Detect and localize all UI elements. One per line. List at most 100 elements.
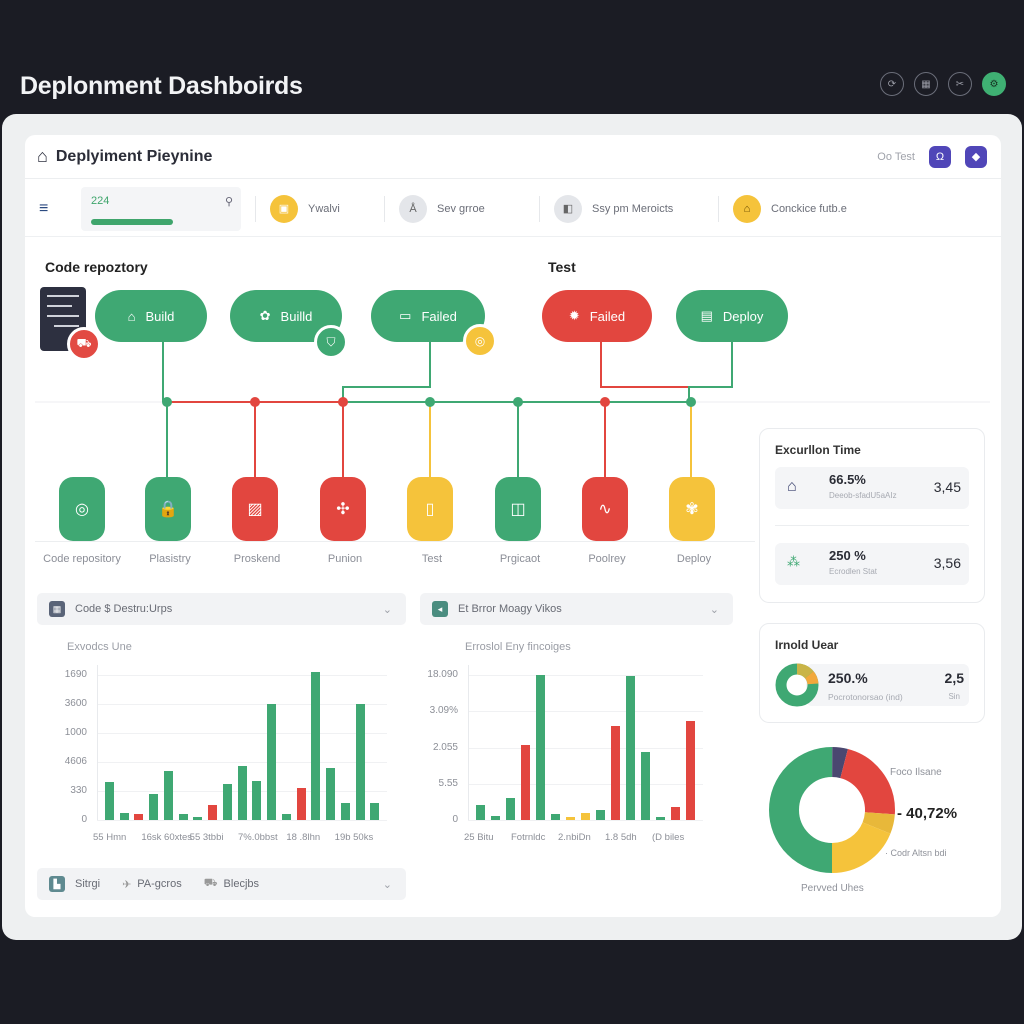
grid-icon[interactable]: ▦ <box>914 72 938 96</box>
cart-icon: ⛟ <box>203 877 218 889</box>
y-tick-label: 3600 <box>64 698 87 709</box>
tools-icon[interactable]: ✂ <box>948 72 972 96</box>
tab-pagcros[interactable]: PA-gcros <box>137 878 182 890</box>
donut-slice[interactable] <box>769 747 895 873</box>
chart-bar[interactable] <box>626 676 635 820</box>
node-label: Proskend <box>233 553 281 565</box>
chart-bar[interactable] <box>581 812 590 820</box>
chart-bar[interactable] <box>208 805 218 820</box>
chart-bar[interactable] <box>611 725 620 820</box>
chart-bar[interactable] <box>296 788 306 820</box>
chart-bar[interactable] <box>566 817 575 820</box>
pin-button[interactable]: ◆ <box>965 145 987 168</box>
chart-bar[interactable] <box>491 815 500 820</box>
node-code-repository[interactable]: ◎ <box>59 477 105 541</box>
pill-label: Failed <box>421 308 457 324</box>
refresh-icon[interactable]: ⟳ <box>880 72 904 96</box>
chevron-down-icon[interactable]: ⌄ <box>382 878 392 891</box>
node-punion[interactable]: ✣ <box>320 477 366 541</box>
toolbar-item-4[interactable]: ⌂ Conckice futb.e <box>733 194 847 223</box>
chart-bar[interactable] <box>134 814 144 820</box>
copy-icon: ◧ <box>554 194 582 223</box>
badge-icon: ◎ <box>463 324 497 358</box>
chart-bar[interactable] <box>536 674 545 820</box>
error-messages-accordion[interactable]: ◂ Et Brror Moagy Vikos ⌄ <box>420 593 733 625</box>
donut-slice[interactable] <box>769 747 895 873</box>
metric-row[interactable]: ⌂ 66.5% Deeob-sfadU5aAIz 3,45 <box>775 467 969 509</box>
node-plasistry[interactable]: 🔒 <box>145 477 191 541</box>
toolbar-item-label: Sev grroe <box>437 202 485 215</box>
chart-bar[interactable] <box>252 780 262 820</box>
progress-bar <box>91 218 173 225</box>
chart-bar[interactable] <box>326 767 336 820</box>
chart-bar[interactable] <box>311 671 321 820</box>
pill-failed-test[interactable]: ✹ Failed <box>542 290 652 342</box>
chart-bar[interactable] <box>105 782 114 820</box>
bottom-tabs-accordion[interactable]: ▙ Sitrgi ✈ PA-gcros ⛟ Blecjbs ⌄ <box>37 868 406 900</box>
chart-bar[interactable] <box>596 809 605 820</box>
metric-row[interactable]: ⁂ 250 % Ecrodlen Stat 3,56 <box>775 543 969 585</box>
settings-icon[interactable]: ⚙ <box>982 72 1006 96</box>
on-test-link[interactable]: Oo Test <box>877 150 915 163</box>
x-tick-label: 7%.0bbst <box>238 832 278 843</box>
y-tick-label: 1690 <box>64 669 87 680</box>
node-test[interactable]: ▯ <box>407 477 453 541</box>
chart-bar[interactable] <box>641 751 650 820</box>
progress-widget[interactable]: 224 ⚲ <box>81 186 241 231</box>
chart-bar[interactable] <box>193 817 203 820</box>
y-axis-line <box>468 665 469 820</box>
cart-icon: ⛟ <box>67 327 101 361</box>
pill-failed[interactable]: ▭ Failed <box>371 290 485 342</box>
chart-bar[interactable] <box>178 814 188 820</box>
chart-bar[interactable] <box>340 802 350 820</box>
home-icon[interactable]: ⌂ <box>37 146 48 166</box>
y-tick-label: 330 <box>70 785 87 796</box>
toolbar-item-1[interactable]: ▣ Ywalvi <box>270 194 370 223</box>
shield-icon: ⛉ <box>314 325 348 359</box>
chart-bar[interactable] <box>119 812 129 820</box>
toolbar-item-3[interactable]: ◧ Ssy pm Meroicts <box>554 194 704 223</box>
chart-bar[interactable] <box>476 805 485 820</box>
x-tick-label: 16sk 60xtes <box>141 832 193 843</box>
x-tick-label: 18 .8lhn <box>286 832 321 843</box>
tab-blecjbs[interactable]: Blecjbs <box>223 878 260 890</box>
monitor-icon: ▭ <box>399 308 412 323</box>
node-proskend[interactable]: ▨ <box>232 477 278 541</box>
build-icon: ⌂ <box>127 308 136 324</box>
chart-bar[interactable] <box>222 783 232 820</box>
node-deploy[interactable]: ✾ <box>669 477 715 541</box>
chart-bar[interactable] <box>551 814 560 820</box>
node-label: Punion <box>327 553 363 565</box>
menu-icon[interactable]: ≡ <box>39 199 49 217</box>
chart-bar[interactable] <box>686 721 695 820</box>
notification-button[interactable]: Ω <box>929 145 951 168</box>
metric-value: 66.5% <box>829 472 866 487</box>
chevron-down-icon[interactable]: ⌄ <box>382 603 392 616</box>
chart-bar[interactable] <box>355 703 365 820</box>
metric-right: 3,56 <box>933 555 961 571</box>
usage-right-sub: Sin <box>948 692 960 701</box>
chart-bar[interactable] <box>267 703 277 820</box>
toolbar-item-2[interactable]: Å Sev grroe <box>399 194 499 223</box>
chart-bar[interactable] <box>671 806 680 820</box>
node-poolrey[interactable]: ∿ <box>582 477 628 541</box>
divider <box>539 195 540 222</box>
tab-sitrgi[interactable]: Sitrgi <box>75 878 101 890</box>
chevron-down-icon[interactable]: ⌄ <box>709 603 719 616</box>
pill-build[interactable]: ⌂ Build <box>95 290 207 342</box>
pill-deploy[interactable]: ▤ Deploy <box>676 290 788 342</box>
code-destructures-accordion[interactable]: ▦ Code $ Destru:Urps ⌄ <box>37 593 406 625</box>
chart-bar[interactable] <box>656 817 665 820</box>
chart-bar[interactable] <box>149 793 159 820</box>
chart-bar[interactable] <box>506 798 515 820</box>
chart-bar[interactable] <box>163 770 173 820</box>
node-prgicaot[interactable]: ◫ <box>495 477 541 541</box>
divider <box>775 525 969 526</box>
chart-bar[interactable] <box>521 744 530 820</box>
chart-bar[interactable] <box>370 802 380 820</box>
chart-bar[interactable] <box>237 766 247 820</box>
usage-right: 2,5 <box>944 670 964 686</box>
chart-bar[interactable] <box>281 814 291 820</box>
execution-bar-chart: 0 330 4606 1000 3600 1690 55 Hmn 16sk 60xtes 55 … <box>65 665 387 843</box>
home-icon: ⌂ <box>787 478 797 495</box>
